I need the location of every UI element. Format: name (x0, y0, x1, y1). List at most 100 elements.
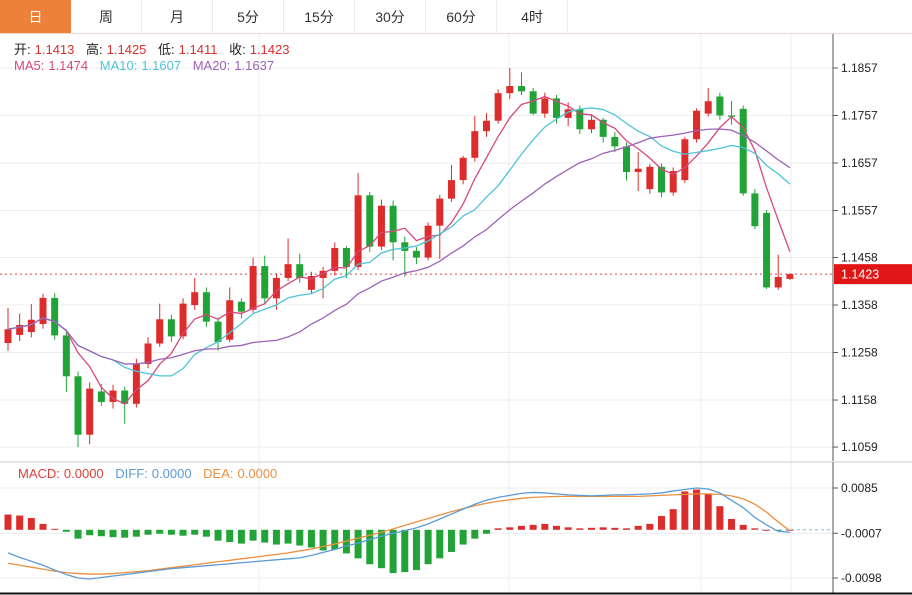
macd-bar (623, 528, 631, 530)
candle-body (529, 91, 537, 114)
macd-bar (424, 529, 432, 565)
candle-body (249, 266, 257, 310)
macd-bar (541, 523, 549, 530)
candle-body (27, 319, 35, 333)
macd-bar (366, 529, 374, 565)
candle-body (482, 120, 490, 132)
macd-bar (144, 529, 152, 535)
macd-bar (74, 529, 82, 539)
candle-body (436, 198, 444, 226)
candle-body (693, 110, 701, 140)
macd-bar (202, 529, 210, 537)
macd-bar (634, 525, 642, 530)
candle-body (786, 274, 794, 279)
macd-bar (436, 529, 444, 559)
macd-bar (751, 528, 759, 530)
macd-bar (646, 523, 654, 530)
macd-bar (716, 506, 724, 530)
candle-body (354, 195, 362, 268)
macd-bar (739, 524, 747, 530)
macd-bar (237, 529, 245, 544)
candle-body (751, 193, 759, 227)
candle-body (412, 250, 420, 258)
macd-bar (156, 529, 164, 534)
candle-body (774, 277, 782, 288)
macd-bar (62, 529, 70, 532)
candle-body (658, 166, 666, 193)
candle-body (494, 93, 502, 121)
candle-body (716, 96, 724, 116)
price-axis: 1.1857 1.1757 1.1657 1.1557 1.1458 1.1358 1.12… (0, 33, 912, 595)
svg-text:1.1059: 1.1059 (841, 440, 878, 454)
macd-bar (109, 529, 117, 538)
candle-body (39, 297, 47, 325)
candle-body (646, 166, 654, 190)
candle-body (541, 98, 549, 114)
tab-month[interactable]: 月 (142, 0, 213, 33)
macd-bar (27, 517, 35, 530)
macd-bar (226, 529, 234, 543)
macd-bar (272, 529, 280, 545)
macd-bar (389, 529, 397, 574)
ma5-line (7, 95, 791, 405)
macd-histogram (4, 489, 794, 574)
macd-bar (121, 529, 129, 538)
last-price-badge: 1.1423 (834, 264, 912, 285)
candle-body (471, 131, 479, 158)
macd-bar (669, 509, 677, 530)
tab-5min[interactable]: 5分 (213, 0, 284, 33)
macd-bar (39, 523, 47, 530)
macd-bar (319, 529, 327, 551)
candle-body (97, 391, 105, 402)
tab-week[interactable]: 周 (71, 0, 142, 33)
svg-text:1.1857: 1.1857 (841, 61, 878, 75)
macd-bar (401, 529, 409, 573)
candle-body (342, 248, 350, 268)
candle-body (588, 119, 595, 130)
candle-body (261, 266, 269, 299)
svg-text:-0.0007: -0.0007 (841, 526, 882, 540)
candle-body (681, 139, 689, 181)
macd-bar (296, 529, 304, 546)
macd-bar (179, 529, 187, 536)
candle-body (167, 319, 175, 337)
timeframe-tabbar: 日 周 月 5分 15分 30分 60分 4时 (0, 0, 912, 34)
tab-15min[interactable]: 15分 (284, 0, 355, 33)
candle-body (284, 264, 292, 278)
candle-body (202, 292, 210, 322)
macd-bar (86, 529, 94, 536)
candle-body (62, 335, 70, 377)
candle-body (319, 270, 327, 278)
candle-body (51, 297, 59, 336)
candle-body (74, 376, 82, 435)
dea-line (7, 493, 791, 575)
macd-bar (132, 529, 140, 537)
macd-bar (564, 527, 572, 530)
candle-body (552, 98, 560, 118)
candle-body (389, 205, 397, 243)
macd-bar (658, 516, 666, 530)
svg-text:1.1557: 1.1557 (841, 204, 878, 218)
candle-body (377, 205, 385, 247)
svg-text:-0.0098: -0.0098 (841, 571, 882, 585)
candle-body (611, 136, 619, 147)
candle-body (564, 109, 572, 118)
macd-bar (552, 525, 560, 530)
tab-30min[interactable]: 30分 (355, 0, 426, 33)
macd-bar (517, 525, 525, 530)
tab-60min[interactable]: 60分 (426, 0, 497, 33)
tab-4hour[interactable]: 4时 (497, 0, 568, 33)
macd-bar (16, 515, 24, 530)
macd-bar (704, 494, 712, 530)
macd-bar (284, 529, 292, 544)
svg-text:1.1757: 1.1757 (841, 109, 878, 123)
candle-body (226, 300, 234, 340)
macd-bar (494, 528, 502, 530)
candle-body (739, 108, 747, 194)
candle-body (179, 303, 187, 337)
tab-day[interactable]: 日 (0, 0, 71, 33)
macd-bar (354, 529, 362, 559)
diff-line (7, 487, 790, 580)
macd-bar (728, 518, 736, 530)
